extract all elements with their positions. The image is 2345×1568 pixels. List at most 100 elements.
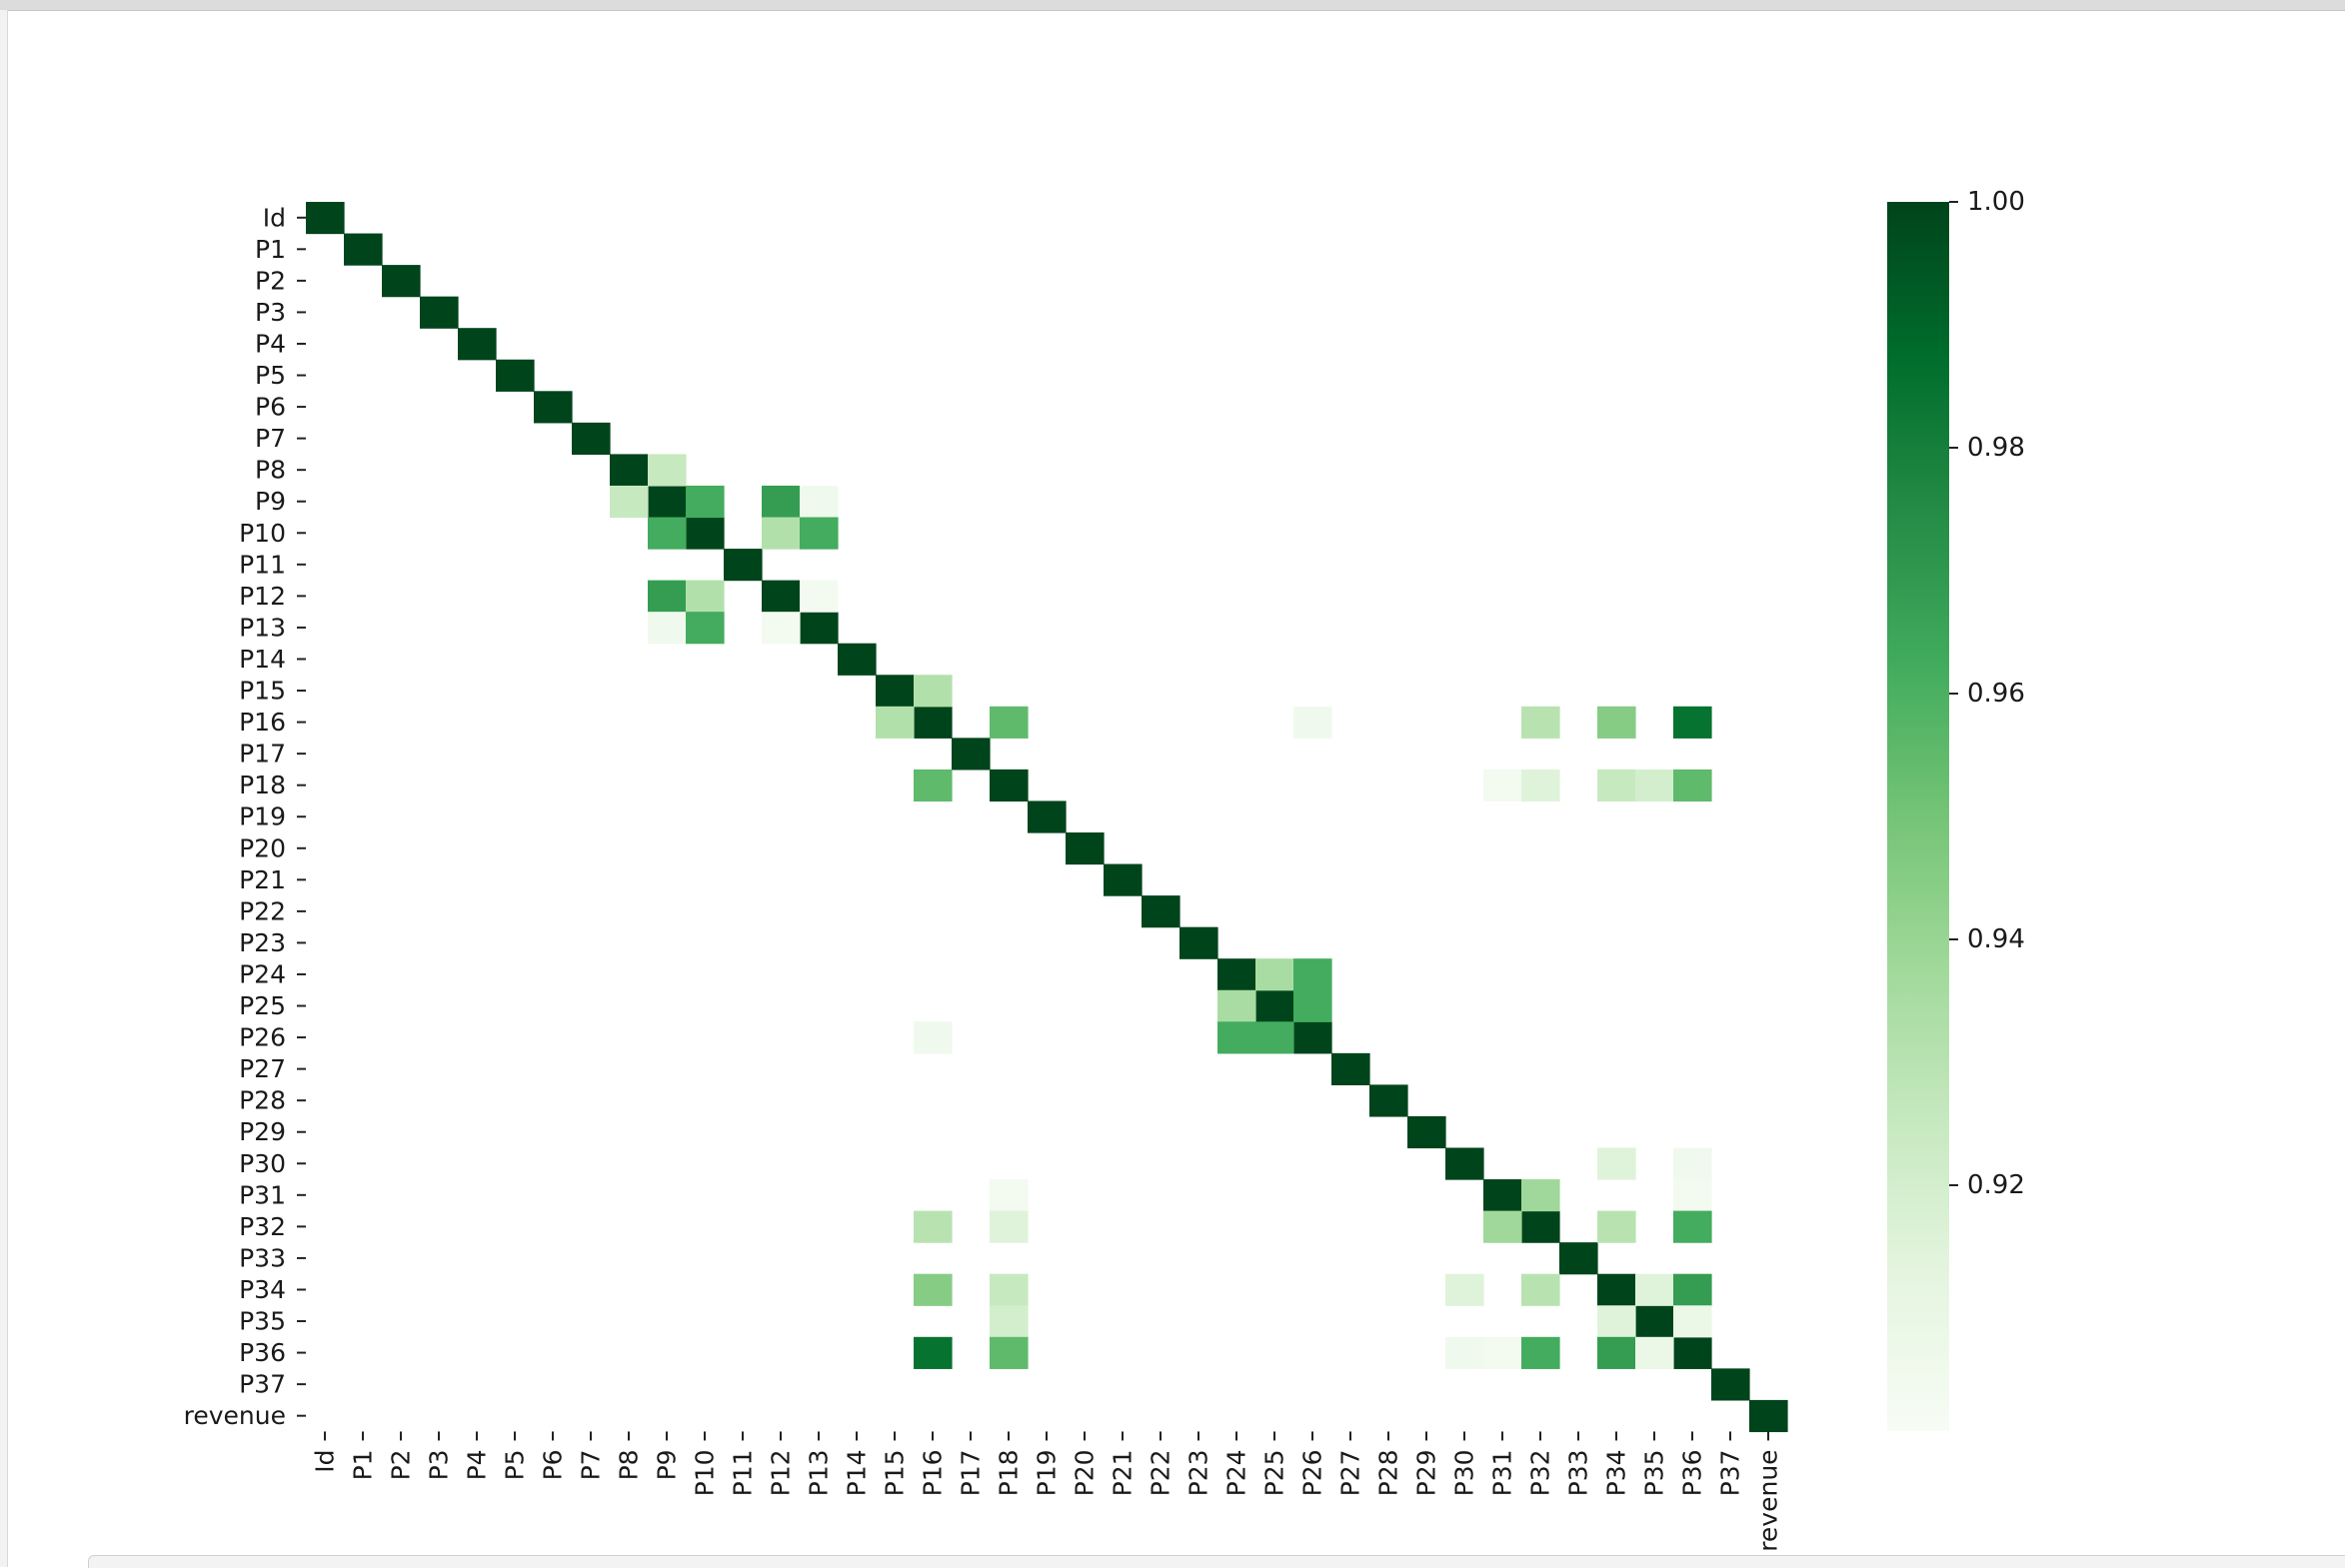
x-tick-label-p2: P2 [387, 1449, 416, 1480]
heatmap-cell-p15-p16 [914, 675, 953, 708]
heatmap-cell-p34-p16 [914, 1273, 953, 1306]
x-tick-label-p25: P25 [1260, 1449, 1289, 1496]
heatmap-cell-p30-p30 [1445, 1147, 1484, 1180]
y-tick-label-p13: P13 [239, 613, 286, 642]
y-tick-label-p35: P35 [239, 1307, 286, 1336]
heatmap-cell-p12-p12 [762, 580, 801, 613]
heatmap-cell-p26-p16 [914, 1021, 953, 1054]
heatmap-cell-p30-p34 [1597, 1147, 1636, 1180]
x-tick-label-p5: P5 [501, 1449, 530, 1480]
x-tick-label-p22: P22 [1147, 1449, 1175, 1496]
heatmap-cell-p1-p1 [344, 233, 383, 266]
y-tick-label-p25: P25 [239, 991, 286, 1020]
colorbar-gradient [1887, 202, 1949, 1431]
x-tick-label-p11: P11 [729, 1449, 758, 1496]
heatmap-cell-p9-p9 [648, 485, 687, 519]
y-tick-label-p30: P30 [239, 1149, 286, 1178]
heatmap-cell-p34-p32 [1521, 1273, 1560, 1306]
heatmap-cell-p16-p26 [1293, 706, 1332, 739]
heatmap-cell-p25-p24 [1217, 989, 1256, 1022]
heatmap-cell-p32-p36 [1673, 1210, 1712, 1243]
x-tick-label-p4: P4 [463, 1449, 492, 1480]
y-tick-label-p4: P4 [255, 329, 286, 358]
heatmap-cell-p24-p24 [1217, 958, 1256, 991]
x-tick-label-p26: P26 [1298, 1449, 1327, 1496]
heatmap-cell-p37-p37 [1711, 1368, 1750, 1401]
y-tick-label-p15: P15 [239, 677, 286, 706]
y-tick-label-id: Id [263, 203, 286, 232]
y-tick-label-p18: P18 [239, 771, 286, 799]
y-tick-label-p33: P33 [239, 1243, 286, 1272]
x-tick-label-p6: P6 [539, 1449, 568, 1480]
x-tick-label-p34: P34 [1602, 1449, 1631, 1496]
heatmap-cell-p9-p12 [762, 485, 801, 519]
heatmap-cell-p22-p22 [1142, 895, 1180, 928]
y-tick-label-p24: P24 [239, 959, 286, 988]
heatmap-cell-p26-p24 [1217, 1021, 1256, 1054]
heatmap-cell-p10-p12 [762, 517, 801, 550]
y-tick-label-p7: P7 [255, 424, 286, 453]
heatmap-cell-p36-p16 [914, 1336, 953, 1369]
heatmap-cell-p13-p10 [686, 612, 725, 645]
heatmap-cell-p9-p13 [800, 485, 839, 519]
colorbar-tick-label-0: 0.92 [1967, 1170, 2025, 1200]
heatmap-cell-p34-p34 [1597, 1273, 1636, 1306]
heatmap-cell-p36-p34 [1597, 1336, 1636, 1369]
x-tick-label-p31: P31 [1488, 1449, 1517, 1496]
y-tick-label-p2: P2 [255, 266, 286, 295]
y-tick-label-p5: P5 [255, 361, 286, 390]
heatmap-cell-p35-p36 [1673, 1305, 1712, 1338]
heatmap-cell-revenue-revenue [1749, 1399, 1788, 1433]
x-tick-label-p17: P17 [957, 1449, 986, 1496]
heatmap-cell-p31-p36 [1673, 1179, 1712, 1212]
heatmap-cell-p35-p18 [990, 1305, 1029, 1338]
heatmap-cell-p18-p34 [1597, 769, 1636, 802]
heatmap-cell-p26-p26 [1293, 1021, 1332, 1054]
y-axis: IdP1P2P3P4P5P6P7P8P9P10P11P12P13P14P15P1… [184, 203, 306, 1430]
heatmap-cell-p30-p36 [1673, 1147, 1712, 1180]
heatmap-cell-p32-p34 [1597, 1210, 1636, 1243]
y-tick-label-p11: P11 [239, 550, 286, 579]
heatmap-cell-p25-p25 [1255, 989, 1294, 1022]
heatmap-cell-p29-p29 [1407, 1115, 1446, 1149]
heatmap-cell-p10-p13 [800, 517, 839, 550]
heatmap-cell-p32-p16 [914, 1210, 953, 1243]
y-tick-label-p29: P29 [239, 1117, 286, 1146]
x-tick-label-p12: P12 [767, 1449, 796, 1496]
heatmap-cell-p16-p34 [1597, 706, 1636, 739]
heatmap-cell-p24-p25 [1255, 958, 1294, 991]
y-tick-label-p37: P37 [239, 1370, 286, 1399]
heatmap-cell-p32-p18 [990, 1210, 1029, 1243]
x-tick-label-revenue: revenue [1754, 1449, 1783, 1551]
heatmap-cell-p10-p9 [648, 517, 687, 550]
y-tick-label-p12: P12 [239, 582, 286, 611]
heatmap-cells [306, 202, 1788, 1433]
x-axis: Id P1 P2 P3 P4 P5 P6 P7 P8 P9 P10 P11 P12 P13 P14 P15 P1… [311, 1431, 1783, 1552]
x-tick-label-p24: P24 [1222, 1449, 1251, 1496]
x-tick-label-p35: P35 [1640, 1449, 1669, 1496]
x-tick-label-p15: P15 [881, 1449, 910, 1496]
heatmap-cell-p18-p16 [914, 769, 953, 802]
heatmap-cell-p36-p30 [1445, 1336, 1484, 1369]
heatmap-cell-p12-p9 [648, 580, 687, 613]
heatmap-cell-p17-p17 [952, 738, 991, 771]
heatmap-cell-p36-p35 [1635, 1336, 1674, 1369]
heatmap-cell-p4-p4 [458, 328, 497, 361]
window-left-edge [0, 10, 8, 1567]
y-tick-label-p10: P10 [239, 519, 286, 548]
x-tick-label-p20: P20 [1071, 1449, 1100, 1496]
x-tick-label-p29: P29 [1412, 1449, 1441, 1496]
heatmap-cell-p6-p6 [534, 391, 573, 424]
y-tick-label-p19: P19 [239, 802, 286, 831]
window-bottom-panel [88, 1555, 2345, 1568]
heatmap-cell-p34-p18 [990, 1273, 1029, 1306]
y-tick-label-p32: P32 [239, 1212, 286, 1241]
heatmap-cell-p35-p34 [1597, 1305, 1636, 1338]
y-tick-label-p34: P34 [239, 1275, 286, 1304]
colorbar-tick-label-3: 0.98 [1967, 433, 2025, 463]
heatmap-cell-p16-p18 [990, 706, 1029, 739]
heatmap-cell-p5-p5 [496, 359, 535, 392]
y-tick-label-p28: P28 [239, 1086, 286, 1115]
x-tick-label-p9: P9 [653, 1449, 682, 1480]
